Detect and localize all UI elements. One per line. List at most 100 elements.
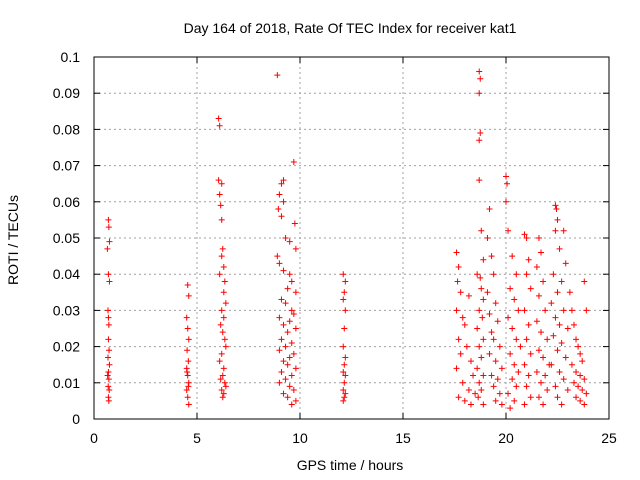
data-point (282, 300, 289, 307)
y-tick-label: 0.07 (53, 158, 80, 174)
data-point (494, 376, 501, 383)
data-point (453, 249, 460, 256)
data-point (280, 267, 287, 274)
data-point (474, 271, 481, 278)
data-point (523, 235, 530, 241)
y-tick-label: 0.05 (53, 230, 80, 246)
data-point (513, 336, 520, 343)
data-point (220, 390, 227, 397)
data-point (341, 325, 348, 332)
data-point (105, 271, 112, 278)
x-tick-label: 25 (601, 430, 617, 446)
y-tick-label: 0.02 (53, 339, 80, 355)
data-point (455, 394, 462, 401)
data-point (568, 307, 575, 314)
y-tick-label: 0.03 (53, 302, 80, 318)
data-point (490, 383, 497, 390)
data-point (533, 368, 540, 375)
data-point (488, 253, 495, 260)
data-point (486, 311, 493, 318)
data-point (222, 383, 229, 390)
data-point (513, 383, 520, 390)
data-point (474, 365, 481, 372)
data-point (552, 314, 559, 321)
data-point (511, 296, 518, 303)
x-tick-label: 20 (498, 430, 514, 446)
data-point (454, 278, 461, 285)
data-point (183, 387, 190, 394)
data-point (554, 394, 561, 401)
data-point (106, 278, 113, 285)
data-point (556, 321, 563, 328)
data-point (184, 368, 191, 375)
data-point (527, 394, 534, 401)
x-axis-label: GPS time / hours (297, 457, 404, 473)
data-point (552, 202, 559, 209)
data-point (276, 260, 283, 267)
data-point (292, 289, 299, 296)
data-point (286, 238, 293, 245)
data-point (560, 307, 567, 314)
data-point (340, 271, 347, 278)
data-point (288, 401, 295, 408)
data-point (558, 278, 565, 285)
data-point (284, 285, 291, 292)
data-point (465, 387, 472, 394)
data-point (573, 368, 580, 375)
data-point (525, 372, 532, 379)
data-point (105, 216, 112, 223)
data-point (505, 227, 512, 234)
data-point (292, 397, 299, 404)
data-point (286, 318, 293, 325)
data-point (476, 90, 483, 97)
data-point (581, 376, 588, 383)
plot-frame (93, 56, 610, 420)
data-point (477, 274, 484, 281)
data-point (496, 390, 503, 397)
data-point (476, 177, 483, 184)
data-point (513, 271, 520, 278)
data-point (465, 292, 472, 299)
y-tick-label: 0 (72, 411, 80, 427)
data-point (568, 361, 575, 368)
data-point (340, 343, 347, 350)
data-point (570, 379, 577, 386)
data-point (185, 401, 192, 408)
data-point (221, 336, 228, 343)
data-point (459, 379, 466, 386)
data-point (278, 296, 285, 303)
data-point (548, 300, 555, 307)
data-point (521, 307, 528, 314)
data-point (494, 318, 501, 325)
data-point (479, 314, 486, 321)
data-point (553, 206, 560, 213)
data-point (480, 256, 487, 263)
data-point (515, 307, 522, 314)
data-point (219, 394, 226, 401)
data-point (556, 245, 563, 252)
data-point (573, 336, 580, 343)
y-tick-label: 0.1 (61, 49, 81, 65)
data-point (288, 339, 295, 346)
data-point (478, 387, 485, 394)
data-point (581, 278, 588, 285)
data-point (216, 122, 223, 129)
x-tick-label: 10 (292, 430, 308, 446)
data-point (523, 383, 530, 390)
data-point (216, 358, 223, 365)
data-point (552, 227, 559, 234)
data-point (342, 390, 349, 397)
data-point (282, 343, 289, 350)
data-point (577, 397, 584, 404)
data-point (550, 271, 557, 278)
data-point (341, 394, 348, 401)
data-point (104, 245, 111, 252)
data-point (503, 198, 509, 205)
data-point (540, 401, 547, 408)
data-point (560, 227, 567, 234)
data-point (467, 401, 474, 408)
data-point (523, 271, 530, 278)
data-point (515, 368, 522, 375)
data-point (476, 379, 483, 386)
data-point (476, 307, 483, 314)
